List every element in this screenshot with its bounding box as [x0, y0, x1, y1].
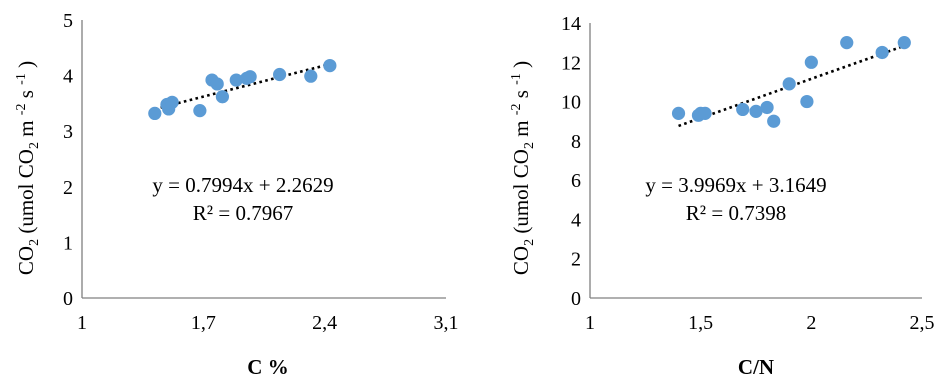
chart-c-n-point	[840, 36, 854, 50]
chart-c-percent-x-tick-label: 2,4	[312, 312, 337, 334]
chart-c-percent-point	[148, 106, 162, 121]
chart-c-percent-point	[229, 73, 243, 87]
chart-c-n-point	[749, 104, 763, 118]
chart-c-percent-point	[215, 90, 229, 104]
chart-c-n-point	[760, 100, 774, 115]
chart-c-n-x-tick-label: 1	[585, 312, 595, 334]
chart-c-n-y-tick-label: 10	[561, 92, 581, 114]
chart-c-percent-x-tick-label: 3,1	[434, 312, 459, 334]
chart-c-percent-y-tick-label: 1	[63, 232, 73, 254]
chart-c-n-y-tick-label: 12	[561, 52, 581, 74]
chart-c-percent-y-tick-label: 2	[63, 177, 73, 199]
chart-c-n-r2: R² = 0.7398	[686, 201, 786, 225]
chart-c-percent-y-title: CO2 (umol CO2 m -2 s -1 )	[14, 61, 42, 275]
chart-c-n-y-tick-label: 8	[571, 131, 581, 153]
chart-c-percent-y-tick-label: 5	[63, 10, 73, 32]
chart-c-percent-r2: R² = 0.7967	[193, 201, 293, 225]
chart-c-percent-x-tick-label: 1	[77, 312, 87, 334]
chart-c-n-y-tick-label: 4	[571, 209, 581, 231]
chart-c-n-points	[671, 36, 911, 128]
chart-c-percent-y-tick-label: 4	[63, 66, 73, 88]
chart-c-percent-y-tick-label: 3	[63, 121, 73, 143]
chart-c-percent-point	[304, 69, 318, 83]
chart-c-percent-point	[323, 58, 337, 73]
chart-c-percent-x-tick-label: 1,7	[191, 312, 216, 334]
chart-c-percent-point	[210, 77, 224, 91]
chart-c-n-point	[736, 102, 750, 117]
chart-c-percent-point	[193, 104, 207, 118]
chart-c-n-x-tick-label: 2	[806, 312, 816, 334]
chart-c-n-equation: y = 3.9969x + 3.1649	[645, 173, 826, 197]
chart-c-percent-x-title: C %	[247, 355, 288, 379]
chart-c-n-point	[767, 114, 781, 128]
chart-c-n-tick-labels: 0 2 4 6 8 10 12 14 1 1,5 2 2,5	[561, 13, 935, 334]
chart-c-n-x-tick-label: 1,5	[688, 312, 713, 334]
chart-c-n-x-title: C/N	[738, 355, 774, 379]
chart-c-n: 0 2 4 6 8 10 12 14 1 1,5 2 2,5 y = 3.9969x + 3.1649…	[509, 13, 935, 379]
chart-c-n-point	[875, 45, 889, 60]
chart-c-n-y-tick-label: 0	[571, 288, 581, 310]
chart-c-percent-y-tick-label: 0	[63, 288, 73, 310]
chart-c-n-point	[804, 55, 818, 69]
chart-c-percent-point	[273, 67, 287, 82]
chart-c-n-trendline	[678, 44, 905, 128]
chart-c-percent-points	[148, 58, 337, 121]
chart-c-n-x-tick-label: 2,5	[910, 312, 935, 334]
chart-c-n-point	[671, 106, 686, 120]
chart-c-n-y-title: CO2 (umol CO2 m -2 s -1 )	[509, 61, 537, 275]
chart-c-percent-point	[243, 70, 257, 84]
chart-c-n-point	[698, 106, 712, 120]
chart-c-n-point	[800, 94, 814, 109]
chart-c-percent-equation: y = 0.7994x + 2.2629	[152, 173, 333, 197]
chart-c-n-y-tick-label: 2	[571, 249, 581, 271]
chart-c-percent-trendline	[154, 63, 329, 111]
chart-c-percent-point	[165, 95, 179, 109]
chart-c-n-y-tick-label: 14	[561, 13, 581, 35]
chart-c-n-point	[782, 77, 796, 91]
chart-c-n-y-tick-label: 6	[571, 170, 581, 192]
chart-c-n-point	[897, 36, 911, 50]
